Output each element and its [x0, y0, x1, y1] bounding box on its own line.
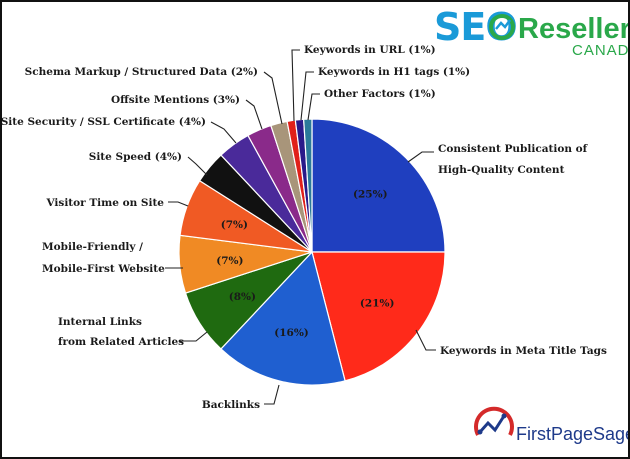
leader-offsite	[245, 99, 263, 130]
label-h1: Keywords in H1 tags (1%)	[318, 66, 470, 78]
label-visitor: Visitor Time on Site	[45, 197, 164, 209]
pie-slice-1	[311, 251, 446, 382]
label-offsite: Offsite Mentions (3%)	[111, 94, 240, 106]
logo-ring-icon	[489, 14, 515, 40]
label-schema: Schema Markup / Structured Data (2%)	[25, 66, 258, 78]
logo-arrow-icon	[495, 19, 512, 30]
fps-dot-icon	[501, 413, 507, 419]
label-url: Keywords in URL (1%)	[304, 44, 436, 56]
leader-url	[291, 49, 300, 122]
label-internal-line2: from Related Articles	[58, 336, 184, 348]
leader-speed	[187, 156, 208, 176]
seo-resellers-logo: SEO Resellers CANADA	[434, 5, 628, 59]
label-internal-line1: Internal Links	[58, 316, 142, 328]
label-security: Site Security / SSL Certificate (4%)	[2, 116, 206, 128]
first-page-sage-logo: FirstPageSage	[474, 406, 628, 444]
fps-arc-icon	[474, 406, 514, 436]
logo-resellers-text: Resellers	[518, 13, 628, 45]
slice-percent-label-0: (25%)	[353, 189, 388, 201]
label-consistent-line1: Consistent Publication of	[438, 143, 589, 155]
slice-percent-label-1: (21%)	[360, 298, 395, 310]
pie-slices	[178, 118, 446, 386]
label-speed: Site Speed (4%)	[89, 151, 182, 163]
fps-trend-icon	[478, 415, 506, 433]
leader-visitor	[168, 201, 189, 207]
label-other: Other Factors (1%)	[324, 88, 436, 100]
pie-slice-0	[311, 118, 446, 253]
leader-h1	[300, 71, 314, 121]
leader-lines	[165, 49, 436, 405]
fps-text: FirstPageSage	[516, 424, 628, 444]
leader-internal	[179, 331, 208, 342]
label-meta-title: Keywords in Meta Title Tags	[440, 345, 607, 357]
leader-security	[210, 121, 237, 144]
label-backlinks: Backlinks	[202, 399, 260, 411]
slice-percent-labels: (25%) (21%) (16%) (8%) (7%) (7%)	[216, 189, 394, 339]
label-consistent-line2: High-Quality Content	[438, 164, 565, 176]
label-mobile-line2: Mobile-First Website	[42, 263, 165, 275]
slice-percent-label-3: (8%)	[229, 291, 256, 303]
pie-slice-2	[220, 250, 346, 386]
slice-percent-label-4: (7%)	[216, 255, 243, 267]
logo-canada-text: CANADA	[572, 42, 628, 59]
leader-consistent	[407, 151, 434, 163]
label-mobile-line1: Mobile-Friendly /	[42, 241, 143, 253]
leader-meta-title	[415, 329, 436, 351]
leader-other	[307, 93, 320, 121]
fps-dot-icon	[477, 429, 483, 435]
leader-backlinks	[264, 384, 280, 405]
leader-schema	[263, 71, 283, 125]
slice-percent-label-2: (16%)	[274, 327, 309, 339]
slice-percent-label-5: (7%)	[221, 219, 248, 231]
